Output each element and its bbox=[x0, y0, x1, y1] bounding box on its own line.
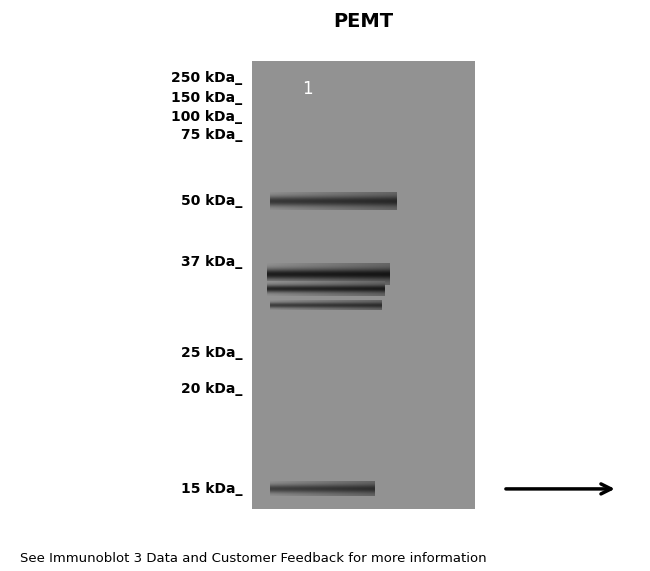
Text: 250 kDa_: 250 kDa_ bbox=[171, 71, 242, 85]
Text: 1: 1 bbox=[302, 80, 313, 98]
Text: 100 kDa_: 100 kDa_ bbox=[172, 110, 242, 123]
Text: 15 kDa_: 15 kDa_ bbox=[181, 482, 242, 496]
Text: See Immunoblot 3 Data and Customer Feedback for more information: See Immunoblot 3 Data and Customer Feedb… bbox=[20, 552, 486, 565]
Text: 20 kDa_: 20 kDa_ bbox=[181, 382, 242, 396]
Text: 75 kDa_: 75 kDa_ bbox=[181, 128, 242, 142]
Text: 25 kDa_: 25 kDa_ bbox=[181, 347, 242, 360]
Text: 37 kDa_: 37 kDa_ bbox=[181, 255, 242, 269]
Text: PEMT: PEMT bbox=[333, 12, 393, 31]
Text: 50 kDa_: 50 kDa_ bbox=[181, 194, 242, 208]
Text: 150 kDa_: 150 kDa_ bbox=[171, 91, 242, 104]
